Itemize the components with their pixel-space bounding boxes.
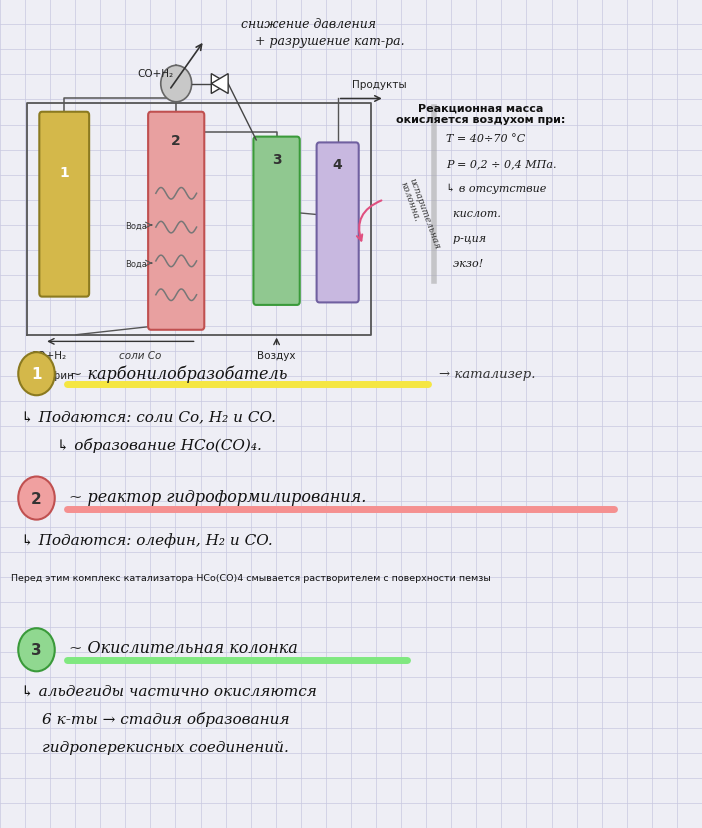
Text: ↳ альдегиды частично окисляются: ↳ альдегиды частично окисляются	[21, 684, 317, 697]
Text: Вода: Вода	[126, 221, 147, 230]
Text: ↳ в отсутствие: ↳ в отсутствие	[446, 184, 546, 194]
Text: Вода: Вода	[126, 259, 147, 268]
Text: ↳ образование HCo(CO)₄.: ↳ образование HCo(CO)₄.	[42, 437, 262, 452]
FancyBboxPatch shape	[317, 143, 359, 303]
Polygon shape	[211, 75, 228, 94]
Circle shape	[161, 66, 192, 103]
Text: T = 40÷70 °C: T = 40÷70 °C	[446, 134, 525, 144]
Text: кислот.: кислот.	[446, 209, 501, 219]
Circle shape	[18, 477, 55, 520]
FancyBboxPatch shape	[148, 113, 204, 330]
Text: 2: 2	[31, 491, 42, 506]
Text: 3: 3	[272, 153, 282, 167]
Text: 2: 2	[171, 134, 181, 148]
Text: 6 к-ты → стадия образования: 6 к-ты → стадия образования	[42, 711, 290, 726]
Text: 1: 1	[32, 367, 41, 382]
Text: снижение давления: снижение давления	[241, 18, 376, 31]
FancyBboxPatch shape	[253, 137, 300, 306]
Text: + разрушение кат-ра.: + разрушение кат-ра.	[255, 35, 405, 48]
Text: 4: 4	[333, 158, 343, 172]
Circle shape	[18, 628, 55, 672]
Text: ↳ Подаются: соли Co, H₂ и CO.: ↳ Подаются: соли Co, H₂ и CO.	[21, 410, 276, 423]
Text: экзо!: экзо!	[446, 258, 483, 268]
FancyBboxPatch shape	[39, 113, 89, 297]
Text: 3: 3	[31, 643, 42, 657]
Text: → катализер.: → катализер.	[439, 368, 535, 381]
Polygon shape	[211, 75, 228, 94]
Circle shape	[18, 353, 55, 396]
Text: P = 0,2 ÷ 0,4 МПа.: P = 0,2 ÷ 0,4 МПа.	[446, 159, 556, 169]
Text: ~ карбонилобразобатель: ~ карбонилобразобатель	[69, 365, 287, 383]
Text: испарительная
колонна.: испарительная колонна.	[398, 177, 442, 254]
Text: ~ реактор гидроформилирования.: ~ реактор гидроформилирования.	[69, 489, 366, 505]
Text: Олефин: Олефин	[30, 370, 74, 380]
Text: р-ция: р-ция	[446, 233, 486, 243]
Text: Продукты: Продукты	[352, 79, 406, 89]
Text: Реакционная масса
окисляется воздухом при:: Реакционная масса окисляется воздухом пр…	[396, 104, 566, 125]
Text: CO+H₂: CO+H₂	[30, 350, 66, 360]
Text: CO+H₂: CO+H₂	[137, 69, 173, 79]
Text: 1: 1	[60, 166, 69, 180]
Text: ↳ Подаются: олефин, H₂ и CO.: ↳ Подаются: олефин, H₂ и CO.	[21, 532, 273, 547]
Text: ~ Окислительная колонка: ~ Окислительная колонка	[69, 639, 298, 656]
Text: гидроперекисных соединений.: гидроперекисных соединений.	[42, 740, 289, 753]
Text: соли Co: соли Co	[119, 350, 161, 360]
Text: Воздух: Воздух	[258, 350, 296, 360]
Text: Перед этим комплекс катализатора HCo(CO)4 смывается растворителем с поверхности : Перед этим комплекс катализатора HCo(CO)…	[11, 574, 491, 582]
